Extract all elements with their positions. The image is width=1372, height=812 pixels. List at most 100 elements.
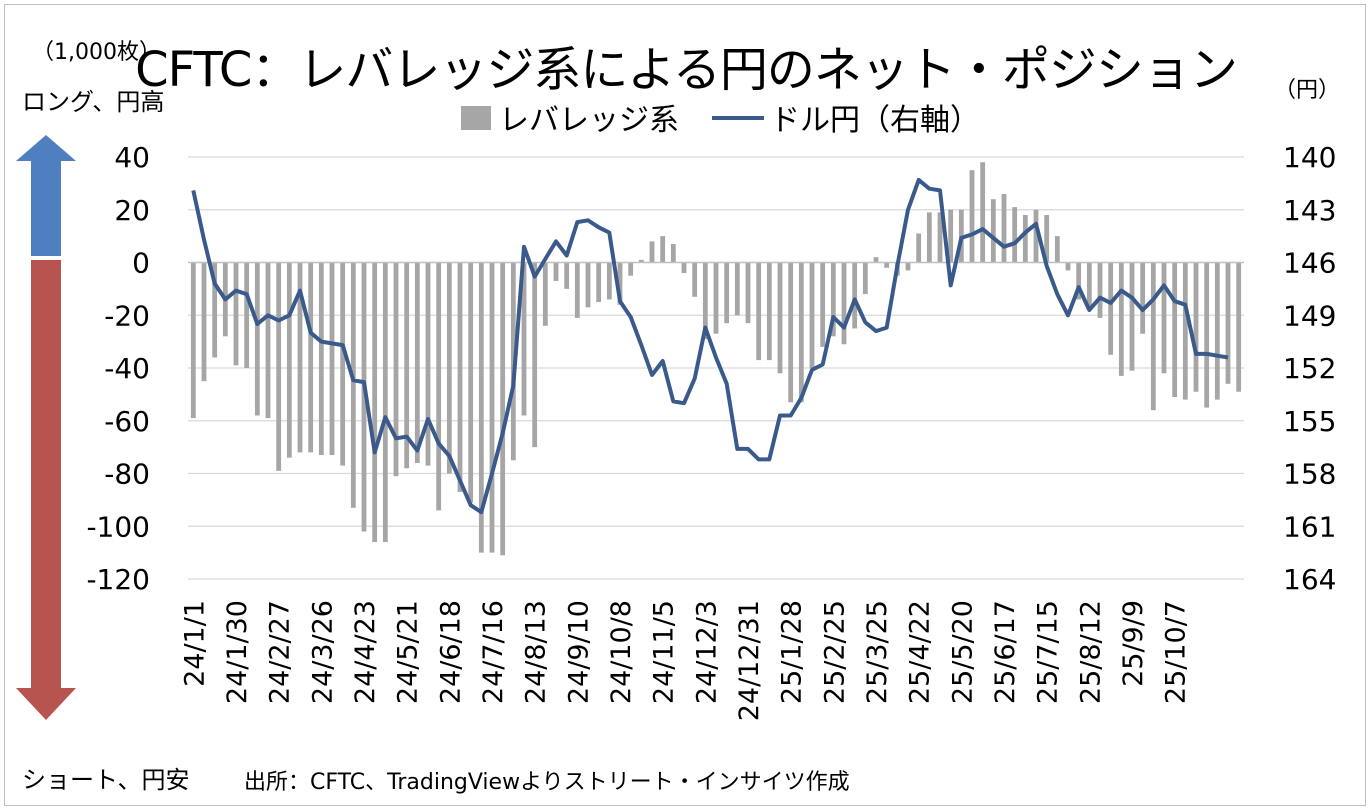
bar [734, 262, 740, 316]
bar [1225, 262, 1231, 384]
bar [809, 262, 815, 368]
bar [798, 262, 804, 403]
bar [254, 262, 260, 416]
bar [1022, 215, 1028, 263]
bar [233, 262, 239, 366]
bar [1054, 236, 1060, 263]
x-tick-label: 25/8/12 [1075, 600, 1106, 704]
bar [1118, 262, 1124, 376]
left-tick-label: -120 [86, 563, 150, 596]
bar [542, 262, 548, 326]
legend-bar-swatch [461, 106, 491, 130]
source-note: 出所：CFTC、TradingViewよりストリート・インサイツ作成 [244, 770, 850, 795]
bar [638, 259, 644, 263]
x-tick-label: 24/6/18 [435, 600, 466, 704]
bar [425, 262, 431, 466]
x-tick-label: 25/10/7 [1161, 600, 1192, 704]
bar [1172, 262, 1178, 398]
bar [1065, 262, 1071, 271]
left-tick-label: -20 [104, 299, 150, 332]
bar [1150, 262, 1156, 411]
x-tick-label: 24/5/21 [393, 600, 424, 704]
bar [1214, 262, 1220, 400]
right-tick-label: 149 [1283, 299, 1336, 332]
bar [574, 262, 580, 318]
bar [830, 262, 836, 337]
right-tick-label: 146 [1283, 247, 1336, 280]
x-tick-label: 25/1/28 [777, 600, 808, 704]
bar [212, 262, 218, 358]
left-tick-label: -80 [104, 458, 150, 491]
bar [564, 262, 570, 289]
bar [969, 170, 975, 263]
bar [926, 212, 932, 263]
bar [489, 262, 495, 553]
bar [596, 262, 602, 303]
left-axis-unit: （1,000枚） [32, 40, 161, 65]
bar [905, 262, 911, 271]
bar [745, 262, 751, 324]
right-tick-label: 143 [1283, 194, 1336, 227]
bar [628, 262, 634, 276]
short-arrow-icon [16, 260, 76, 720]
bar [201, 262, 207, 382]
bar [1097, 262, 1103, 318]
left-tick-label: -40 [104, 352, 150, 385]
bar [350, 262, 356, 508]
bar [606, 262, 612, 300]
x-tick-label: 25/5/20 [947, 600, 978, 704]
right-tick-label: 161 [1283, 510, 1336, 543]
bar [1236, 262, 1242, 392]
right-tick-label: 140 [1283, 141, 1336, 174]
bar [1012, 207, 1018, 263]
bar [340, 262, 346, 466]
right-tick-label: 164 [1283, 563, 1336, 596]
x-tick-label: 24/1/30 [222, 600, 253, 704]
x-tick-label: 24/4/23 [350, 600, 381, 704]
bar [862, 262, 868, 295]
legend-line-label: ドル円（右軸） [770, 103, 980, 138]
bar [1182, 262, 1188, 400]
bar [670, 244, 676, 263]
bar [777, 262, 783, 374]
bar [585, 262, 591, 308]
bar [276, 262, 282, 471]
x-tick-label: 24/11/5 [649, 600, 680, 704]
bar [244, 262, 250, 368]
x-tick-label: 24/12/31 [734, 600, 765, 721]
bar [297, 262, 303, 453]
bar [446, 262, 452, 474]
bar [692, 262, 698, 297]
x-tick-label: 25/4/22 [905, 600, 936, 704]
bar [393, 262, 399, 477]
bar [916, 233, 922, 263]
bar [500, 262, 506, 556]
bar [660, 236, 666, 263]
bar [468, 262, 474, 503]
bar [1001, 193, 1007, 263]
x-tick-label: 24/3/26 [307, 600, 338, 704]
left-tick-label: 20 [114, 194, 150, 227]
bar [1076, 262, 1082, 300]
bar [1108, 262, 1114, 355]
x-tick-label: 24/8/13 [521, 600, 552, 704]
x-tick-label: 25/6/17 [990, 600, 1021, 704]
bar [286, 262, 292, 458]
left-tick-label: -100 [86, 510, 150, 543]
bar [841, 262, 847, 345]
bar [713, 262, 719, 334]
bar [382, 262, 388, 543]
x-tick-label: 25/3/25 [862, 600, 893, 704]
long-label: ロング、円高 [22, 88, 165, 116]
x-tick-label: 24/12/3 [691, 600, 722, 704]
bar [372, 262, 378, 543]
bar [852, 262, 858, 329]
bar [820, 262, 826, 347]
bar [990, 199, 996, 263]
bar [1129, 262, 1135, 371]
left-tick-label: 40 [114, 141, 150, 174]
left-tick-label: 0 [132, 247, 150, 280]
bar [404, 262, 410, 469]
bar [318, 262, 324, 456]
short-label: ショート、円安 [22, 766, 190, 794]
